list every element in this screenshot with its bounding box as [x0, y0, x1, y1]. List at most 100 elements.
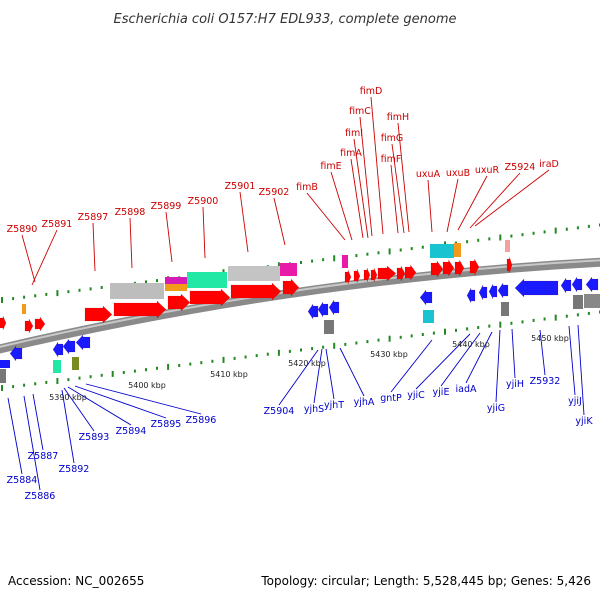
minor-tick	[521, 233, 524, 237]
forward-gene-arrow	[396, 265, 406, 282]
reverse-leader-line	[85, 383, 202, 415]
minor-tick	[78, 376, 81, 380]
reverse-leader-line	[339, 347, 365, 397]
genome-backbone	[0, 257, 600, 354]
major-tick	[1, 385, 3, 391]
minor-tick	[366, 252, 369, 256]
gene-label-yjik: yjiK	[575, 416, 593, 427]
gene-label-fimf: fimF	[381, 154, 402, 165]
reverse-gene-arrow	[497, 282, 509, 299]
gene-label-gntp: gntP	[380, 393, 402, 404]
gene-label-z5904: Z5904	[264, 406, 295, 417]
minor-tick	[255, 354, 258, 358]
genome-title: Escherichia coli O157:H7 EDL933, complet…	[114, 12, 457, 27]
minor-tick	[322, 258, 325, 262]
forward-gene-arrow	[353, 268, 361, 284]
forward-leader-line	[390, 164, 399, 234]
reverse-leader-line	[495, 329, 501, 403]
minor-tick	[587, 224, 590, 228]
major-tick	[222, 356, 225, 363]
gene-label-z5894: Z5894	[116, 426, 147, 437]
minor-tick	[355, 341, 358, 345]
scale-labels: 5390 kbp 5400 kbp 5410 kbp 5420 kbp 5430 kbp…	[49, 334, 569, 402]
forward-leader-line	[446, 178, 459, 233]
gene-label-yjie: yjiE	[433, 387, 450, 398]
gene-block	[165, 277, 187, 284]
forward-leader-line	[129, 217, 133, 269]
reverse-gene-arrow	[317, 301, 329, 318]
gene-label-fimb: fimB	[296, 182, 318, 193]
reverse-leader-line	[539, 329, 546, 376]
forward-leader-line	[469, 172, 521, 229]
major-tick	[1, 297, 3, 303]
major-tick	[499, 234, 502, 241]
minor-tick	[576, 313, 579, 317]
gene-label-z5887: Z5887	[28, 451, 59, 462]
reverse-gene-arrow	[571, 276, 583, 293]
major-tick	[333, 255, 336, 262]
reverse-gene-arrow	[75, 334, 91, 351]
gene-block	[0, 369, 6, 383]
reverse-gene-arrow	[328, 299, 340, 316]
reverse-leader-line	[63, 387, 95, 432]
gene-label-yjic: yjiC	[407, 390, 425, 401]
forward-leader-line	[353, 138, 369, 239]
minor-tick	[311, 259, 314, 263]
minor-tick	[100, 373, 103, 377]
forward-gene-arrow	[404, 264, 417, 281]
gene-label-fimi: fimI	[345, 128, 363, 139]
forward-leader-line	[359, 116, 373, 237]
major-tick	[554, 227, 557, 234]
minor-tick	[466, 327, 469, 331]
gene-labels: Z5890 Z5891 Z5897 Z5898 Z5899 Z5900 Z5901Z5902…	[7, 86, 594, 502]
gene-block	[72, 357, 79, 370]
major-tick	[277, 262, 280, 269]
major-tick	[167, 363, 170, 370]
gene-label-z5902: Z5902	[259, 187, 290, 198]
minor-tick	[89, 287, 92, 291]
minor-tick	[421, 333, 424, 336]
minor-tick	[543, 317, 546, 321]
gene-label-z5900: Z5900	[188, 196, 219, 207]
minor-tick	[587, 311, 590, 315]
forward-leader-line	[165, 211, 173, 263]
forward-gene-arrow	[430, 260, 444, 278]
minor-tick	[12, 385, 15, 389]
reverse-leader-line	[511, 328, 516, 379]
major-tick	[277, 349, 280, 356]
minor-tick	[211, 359, 214, 363]
gene-label-uxua: uxuA	[416, 169, 441, 180]
minor-tick	[67, 290, 70, 294]
major-tick	[111, 370, 114, 377]
reverse-leader-line	[61, 389, 75, 464]
minor-tick	[543, 230, 546, 234]
reverse-leader-line	[32, 393, 44, 451]
reverse-gene-arrow	[585, 276, 599, 293]
minor-tick	[23, 383, 26, 387]
minor-tick	[510, 321, 513, 325]
gene-label-yjhs: yjhS	[304, 404, 324, 415]
scale-label: 5420 kbp	[288, 359, 326, 368]
forward-leader-line	[427, 179, 433, 233]
reverse-leader-line	[74, 385, 167, 419]
minor-tick	[233, 356, 236, 360]
major-tick	[333, 342, 336, 349]
gene-block	[324, 320, 334, 334]
minor-tick	[45, 292, 48, 296]
forward-leader-line	[31, 229, 58, 286]
gene-label-z5901: Z5901	[225, 181, 256, 192]
reverse-gene-arrow	[478, 284, 488, 301]
gene-label-z5890: Z5890	[7, 224, 38, 235]
minor-tick	[34, 294, 37, 298]
minor-tick	[532, 318, 535, 322]
scale-label: 5450 kbp	[531, 334, 569, 343]
reverse-leader-line	[325, 348, 335, 400]
scale-label: 5390 kbp	[49, 393, 87, 402]
forward-gene-arrow	[363, 267, 371, 283]
forward-gene-arrow	[189, 288, 231, 307]
forward-gene-arrow	[344, 269, 352, 285]
minor-tick	[455, 328, 457, 332]
gene-label-uxur: uxuR	[475, 165, 500, 176]
gene-block	[454, 243, 461, 257]
gene-label-z5932: Z5932	[530, 376, 561, 387]
